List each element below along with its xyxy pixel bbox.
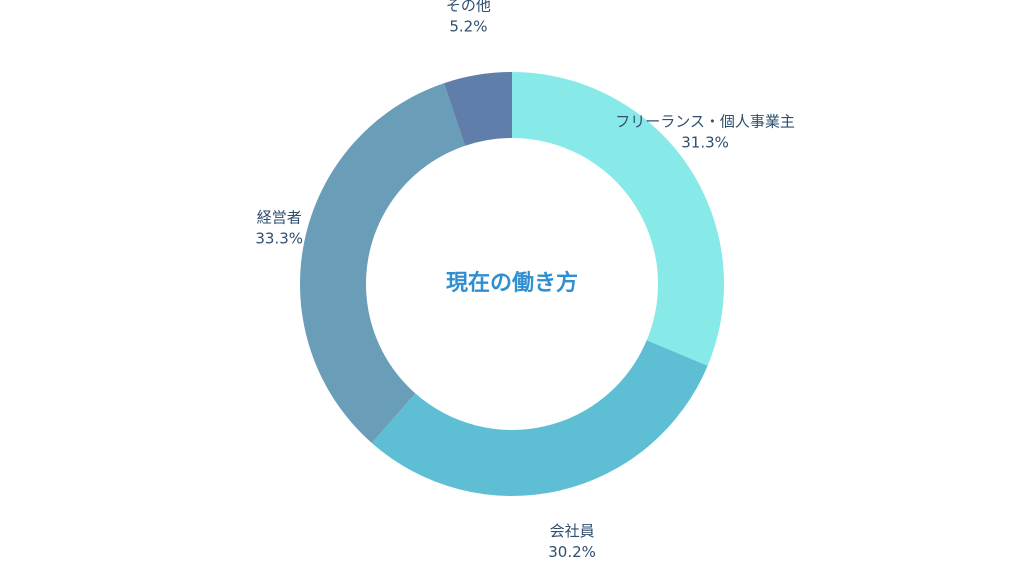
- slice-label-value-2: 30.2%: [548, 543, 596, 561]
- donut-slice-4: [443, 72, 512, 146]
- donut-slice-2: [371, 340, 708, 496]
- slice-label-name-2: 会社員: [550, 522, 595, 540]
- donut-slice-3: [300, 83, 466, 444]
- slices-group: [300, 72, 724, 496]
- center-title: 現在の働き方: [446, 270, 578, 296]
- slice-label-name-3: 経営者: [257, 208, 302, 226]
- donut-slice-1: [512, 72, 724, 366]
- slice-label-value-1: 31.3%: [681, 133, 729, 151]
- labels-group: フリーランス・個人事業主 31.3% 会社員 30.2% 経営者 33.3% その他 5.2%: [255, 0, 795, 561]
- slice-label-value-3: 33.3%: [255, 229, 303, 247]
- slice-label-value-4: 5.2%: [449, 18, 487, 36]
- slice-label-name-1: フリーランス・個人事業主: [615, 112, 795, 130]
- slice-label-name-4: その他: [446, 0, 491, 15]
